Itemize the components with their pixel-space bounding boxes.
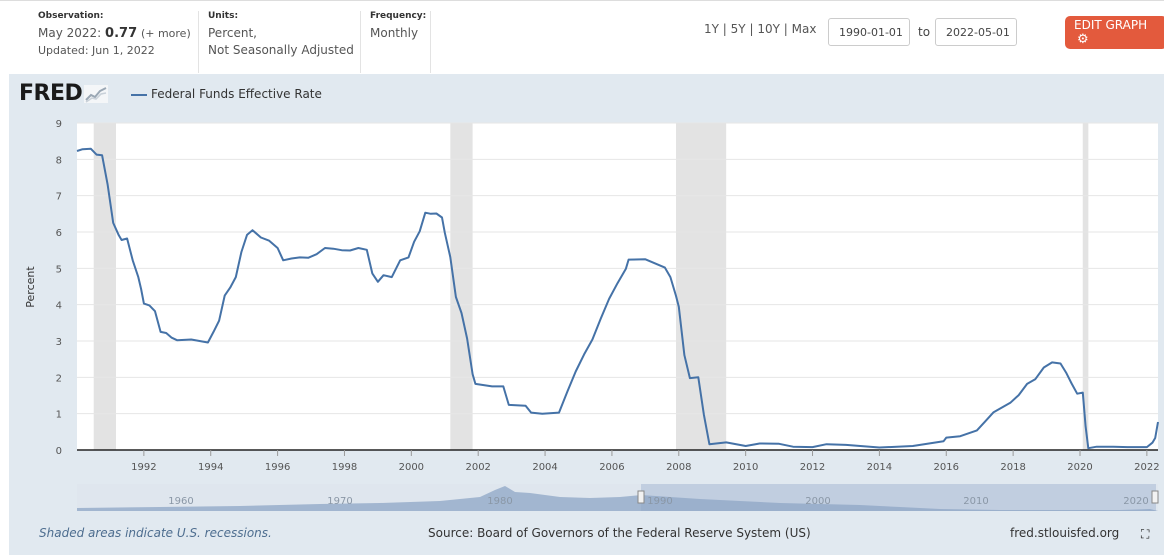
frequency-block: Frequency: Monthly: [370, 11, 431, 73]
updated-date: Updated: Jun 1, 2022: [38, 44, 155, 57]
header-bar: Observation: May 2022: 0.77 (+ more) Upd…: [0, 0, 1164, 75]
observation-value-line: May 2022: 0.77 (+ more): [38, 25, 198, 42]
fullscreen-icon[interactable]: ⛶: [1141, 527, 1150, 541]
units-block: Units: Percent, Not Seasonally Adjusted: [208, 11, 361, 73]
gear-icon: ⚙: [1077, 32, 1089, 47]
chart-legend: Federal Funds Effective Rate: [131, 87, 322, 101]
edit-graph-label: EDIT GRAPH: [1074, 18, 1148, 32]
fred-logo: FRED: [19, 81, 109, 106]
to-label: to: [918, 25, 931, 39]
edit-graph-button[interactable]: EDIT GRAPH⚙: [1065, 16, 1164, 49]
range-sep: |: [722, 22, 727, 36]
range-1y[interactable]: 1Y: [704, 22, 719, 36]
legend-series-name: Federal Funds Effective Rate: [151, 87, 322, 101]
start-date-input[interactable]: [828, 18, 910, 46]
range-max[interactable]: Max: [791, 22, 817, 36]
chart-panel: [9, 74, 1164, 555]
recession-note: Shaded areas indicate U.S. recessions.: [39, 526, 272, 540]
fred-logo-chart-icon: [84, 85, 109, 103]
units-line2: Not Seasonally Adjusted: [208, 43, 354, 57]
source-note: Source: Board of Governors of the Federa…: [428, 526, 811, 540]
site-link[interactable]: fred.stlouisfed.org: [1010, 526, 1120, 540]
frequency-label: Frequency:: [370, 11, 427, 21]
range-5y[interactable]: 5Y: [730, 22, 746, 36]
legend-swatch: [131, 93, 147, 96]
units-line1: Percent,: [208, 26, 257, 40]
fred-logo-text: FRED: [19, 81, 83, 106]
observation-date: May 2022:: [38, 26, 102, 40]
units-label: Units:: [208, 11, 239, 21]
observation-value: 0.77: [105, 26, 138, 41]
range-sep: |: [783, 22, 788, 36]
frequency-value: Monthly: [370, 26, 419, 40]
end-date-input[interactable]: [935, 18, 1017, 46]
observation-label: Observation:: [38, 11, 104, 21]
observation-block: Observation: May 2022: 0.77 (+ more) Upd…: [38, 11, 199, 73]
range-sep: |: [749, 22, 754, 36]
observation-more-link[interactable]: (+ more): [140, 27, 191, 40]
range-10y[interactable]: 10Y: [757, 22, 780, 36]
range-selector: 1Y | 5Y | 10Y | Max: [704, 22, 816, 36]
